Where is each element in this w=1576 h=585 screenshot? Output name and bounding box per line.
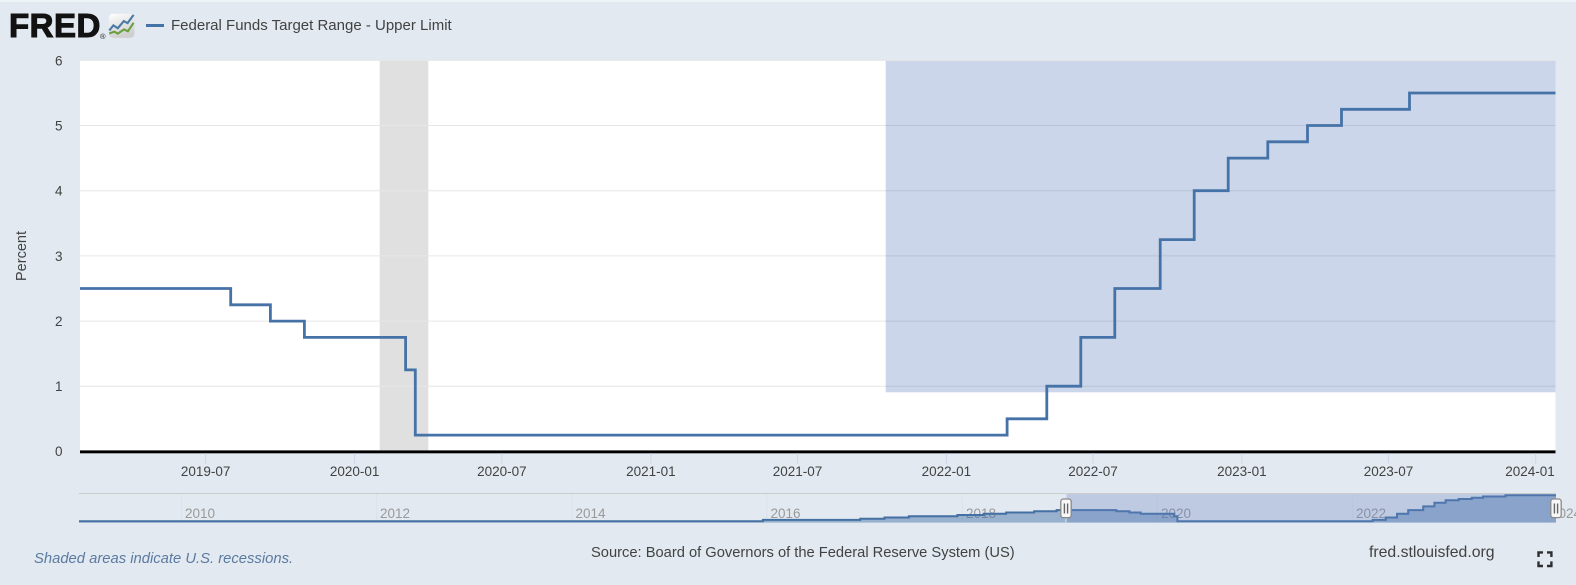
- svg-text:2012: 2012: [380, 506, 410, 521]
- svg-text:2021-01: 2021-01: [626, 464, 676, 479]
- svg-text:2021-07: 2021-07: [773, 464, 823, 479]
- svg-text:2014: 2014: [576, 506, 607, 521]
- svg-text:Percent: Percent: [14, 231, 30, 281]
- svg-text:2023-07: 2023-07: [1364, 464, 1414, 479]
- svg-text:5: 5: [55, 119, 63, 134]
- svg-text:1: 1: [55, 379, 63, 394]
- svg-text:2020-07: 2020-07: [477, 464, 527, 479]
- svg-text:2010: 2010: [185, 506, 215, 521]
- svg-text:2022-01: 2022-01: [922, 464, 972, 479]
- svg-text:2022-07: 2022-07: [1068, 464, 1118, 479]
- svg-text:0: 0: [55, 444, 63, 459]
- svg-text:2016: 2016: [771, 506, 801, 521]
- svg-text:2023-01: 2023-01: [1217, 464, 1267, 479]
- svg-text:2020-01: 2020-01: [330, 464, 380, 479]
- svg-text:2024-01: 2024-01: [1505, 464, 1555, 479]
- svg-text:2022: 2022: [1356, 506, 1386, 521]
- svg-text:3: 3: [55, 249, 63, 264]
- svg-text:2020: 2020: [1161, 506, 1191, 521]
- svg-text:4: 4: [55, 184, 63, 199]
- svg-text:2019-07: 2019-07: [181, 464, 231, 479]
- svg-text:2: 2: [55, 314, 63, 329]
- svg-text:2018: 2018: [966, 506, 996, 521]
- svg-text:6: 6: [55, 53, 63, 68]
